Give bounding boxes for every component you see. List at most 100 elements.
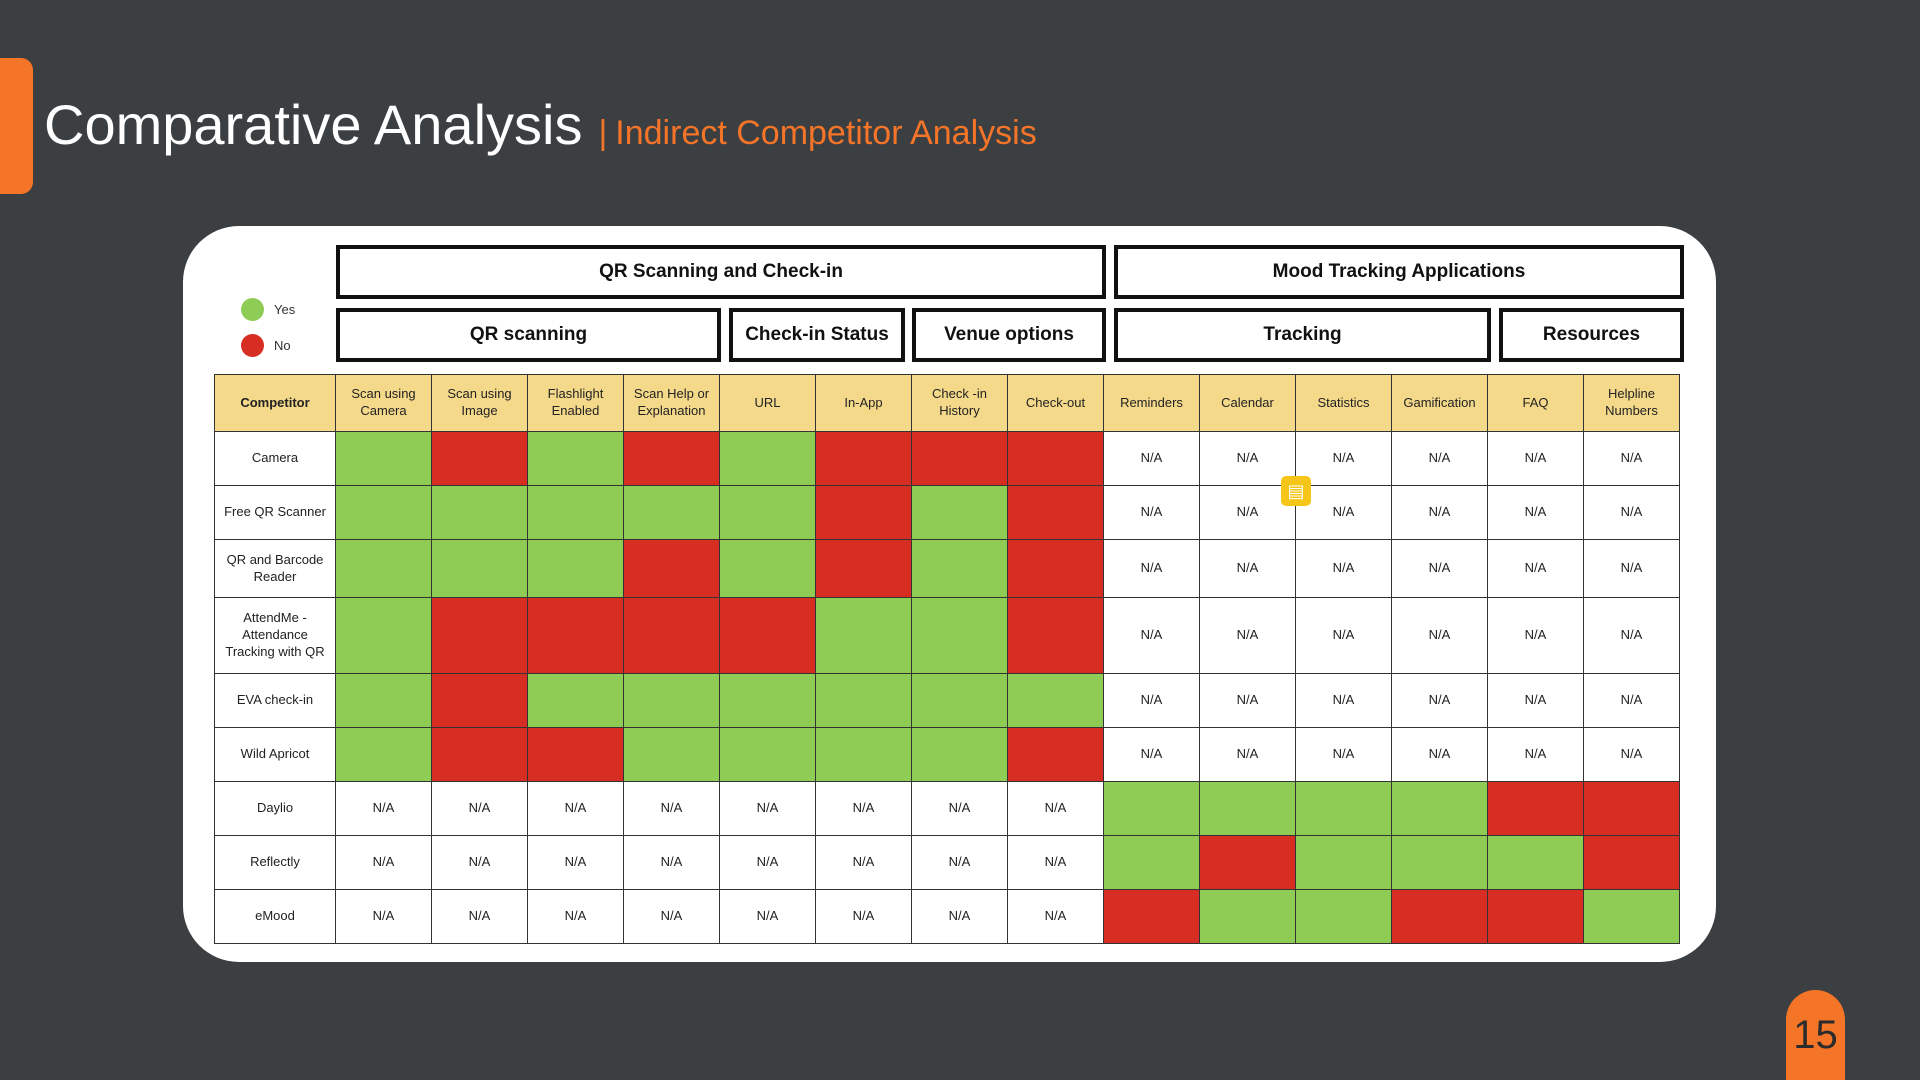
cell-yes	[335, 539, 432, 598]
cell-yes	[527, 539, 624, 598]
slide-title: Comparative Analysis | Indirect Competit…	[44, 92, 1037, 162]
cell-no	[431, 727, 528, 782]
table-row: Wild Apricot N/A N/A N/A N/A N/A N/A	[214, 727, 1680, 782]
cell-yes	[527, 673, 624, 728]
cell-na: N/A	[719, 889, 816, 944]
table-row: QR and Barcode Reader N/A N/A N/A N/A N/A N/A	[214, 539, 1680, 598]
cell-na: N/A	[1199, 673, 1296, 728]
cell-no	[1487, 781, 1584, 836]
cell-yes	[623, 727, 720, 782]
cell-na: N/A	[1583, 727, 1680, 782]
table-row: EVA check-in N/A N/A N/A N/A N/A N/A	[214, 673, 1680, 728]
cell-na: N/A	[431, 781, 528, 836]
cell-na: N/A	[815, 889, 912, 944]
cell-no	[1391, 889, 1488, 944]
cell-na: N/A	[911, 889, 1008, 944]
column-header: Reminders	[1103, 374, 1200, 432]
table-row: Daylio N/A N/A N/A N/A N/A N/A N/A N/A	[214, 781, 1680, 836]
cell-na: N/A	[1007, 889, 1104, 944]
cell-no	[431, 431, 528, 486]
cell-na: N/A	[719, 835, 816, 890]
cell-yes	[335, 431, 432, 486]
cell-yes	[335, 727, 432, 782]
comment-icon[interactable]: ▤	[1281, 476, 1311, 506]
competitor-name: Wild Apricot	[214, 727, 336, 782]
cell-na: N/A	[1487, 485, 1584, 540]
cell-yes	[719, 431, 816, 486]
cell-na: N/A	[1487, 673, 1584, 728]
comparison-table: Competitor Scan using Camera Scan using …	[214, 374, 1680, 944]
cell-yes	[1487, 835, 1584, 890]
cell-yes	[1103, 781, 1200, 836]
competitor-name: eMood	[214, 889, 336, 944]
cell-no	[1007, 597, 1104, 674]
cell-yes	[815, 673, 912, 728]
title-accent-tab	[0, 58, 33, 194]
cell-yes	[1295, 889, 1392, 944]
cell-na: N/A	[1007, 781, 1104, 836]
cell-yes	[1199, 889, 1296, 944]
cell-na: N/A	[1103, 727, 1200, 782]
cell-na: N/A	[1487, 431, 1584, 486]
competitor-name: Camera	[214, 431, 336, 486]
legend-yes: Yes	[241, 298, 295, 321]
cell-na: N/A	[1103, 485, 1200, 540]
column-header: Statistics	[1295, 374, 1392, 432]
cell-na: N/A	[1295, 431, 1392, 486]
column-header: Check -in History	[911, 374, 1008, 432]
cell-no	[623, 539, 720, 598]
cell-yes	[911, 673, 1008, 728]
group-header-qr-checkin: QR Scanning and Check-in	[336, 245, 1106, 299]
cell-no	[431, 673, 528, 728]
cell-na: N/A	[1391, 673, 1488, 728]
cell-na: N/A	[431, 889, 528, 944]
cell-no	[815, 539, 912, 598]
cell-yes	[815, 597, 912, 674]
cell-na: N/A	[1103, 539, 1200, 598]
cell-no	[431, 597, 528, 674]
title-subtitle: Indirect Competitor Analysis	[615, 114, 1037, 152]
column-header: Scan using Image	[431, 374, 528, 432]
cell-na: N/A	[1487, 597, 1584, 674]
subgroup-header-checkin-status: Check-in Status	[729, 308, 905, 362]
cell-yes	[527, 431, 624, 486]
cell-na: N/A	[1391, 431, 1488, 486]
cell-na: N/A	[527, 835, 624, 890]
cell-yes	[911, 539, 1008, 598]
column-header-competitor: Competitor	[214, 374, 336, 432]
cell-na: N/A	[1103, 673, 1200, 728]
page-number: 15	[1786, 990, 1845, 1080]
cell-na: N/A	[335, 889, 432, 944]
cell-no	[1103, 889, 1200, 944]
title-separator: |	[598, 114, 608, 152]
group-header-mood-tracking: Mood Tracking Applications	[1114, 245, 1684, 299]
cell-no	[1007, 431, 1104, 486]
column-header: URL	[719, 374, 816, 432]
cell-na: N/A	[1199, 727, 1296, 782]
cell-no	[527, 597, 624, 674]
legend-no: No	[241, 334, 291, 357]
column-header: Calendar	[1199, 374, 1296, 432]
cell-no	[815, 431, 912, 486]
cell-na: N/A	[623, 781, 720, 836]
cell-yes	[719, 539, 816, 598]
cell-yes	[623, 485, 720, 540]
column-header: Check-out	[1007, 374, 1104, 432]
legend-yes-label: Yes	[274, 302, 296, 317]
cell-yes	[1391, 781, 1488, 836]
cell-na: N/A	[623, 889, 720, 944]
cell-na: N/A	[1295, 539, 1392, 598]
cell-yes	[815, 727, 912, 782]
cell-na: N/A	[1007, 835, 1104, 890]
cell-na: N/A	[335, 781, 432, 836]
cell-na: N/A	[1199, 597, 1296, 674]
column-header: Helpline Numbers	[1583, 374, 1680, 432]
table-row: Reflectly N/A N/A N/A N/A N/A N/A N/A N/A	[214, 835, 1680, 890]
cell-yes	[527, 485, 624, 540]
column-header: In-App	[815, 374, 912, 432]
cell-na: N/A	[1295, 727, 1392, 782]
cell-yes	[911, 727, 1008, 782]
cell-no	[623, 597, 720, 674]
table-header-row: Competitor Scan using Camera Scan using …	[214, 374, 1680, 432]
yes-dot-icon	[241, 298, 264, 321]
